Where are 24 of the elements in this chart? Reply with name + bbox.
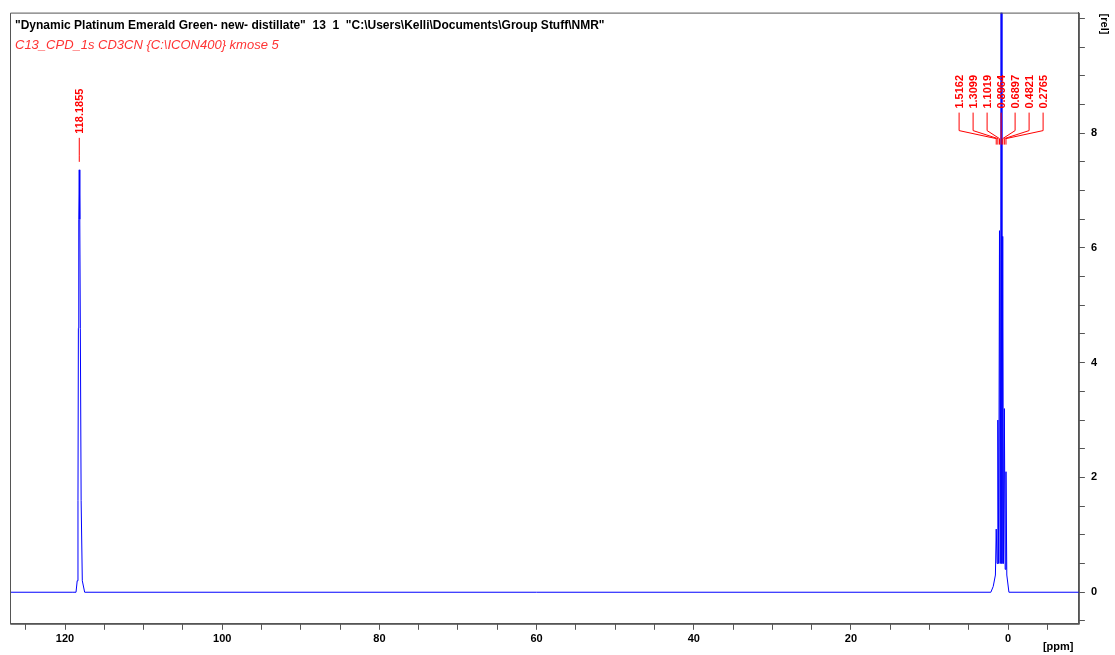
x-tick-label: 80 [373, 632, 386, 645]
y-tick-label: 2 [1090, 470, 1098, 483]
y-axis-title: [rel] [1098, 13, 1111, 35]
y-tick-label: 0 [1090, 585, 1098, 598]
text: "Dynamic Platinum Emerald Green- new- distillate" 13 1 "C:\Users\Kelli\Documents\Group Stuff\NMR" [15, 17, 605, 32]
text: C13_CPD_1s CD3CN {C:\ICON400} kmose 5 [15, 36, 280, 52]
x-axis-title: [ppm] [1042, 639, 1074, 652]
y-tick-label: 4 [1090, 355, 1098, 368]
annotation: 1.5162 [953, 74, 966, 109]
annotation: 0.4821 [1023, 74, 1036, 109]
x-tick-label: 100 [213, 632, 232, 645]
annotation: 0.6897 [1009, 74, 1022, 109]
annotation: 0.8964 [995, 74, 1008, 109]
x-tick-label: 60 [530, 632, 543, 645]
x-tick-label: 120 [55, 632, 75, 645]
annotation: 1.3099 [967, 74, 980, 109]
x-tick-label: 20 [844, 632, 858, 645]
annotation: 1.1019 [981, 74, 994, 109]
annotation: 0.2765 [1037, 74, 1050, 109]
x-tick-label: 40 [687, 632, 700, 645]
annotation: 118.1855 [73, 88, 86, 134]
y-tick-label: 6 [1090, 240, 1098, 253]
y-tick-label: 8 [1090, 126, 1098, 139]
x-tick-label: 0 [1005, 632, 1012, 645]
